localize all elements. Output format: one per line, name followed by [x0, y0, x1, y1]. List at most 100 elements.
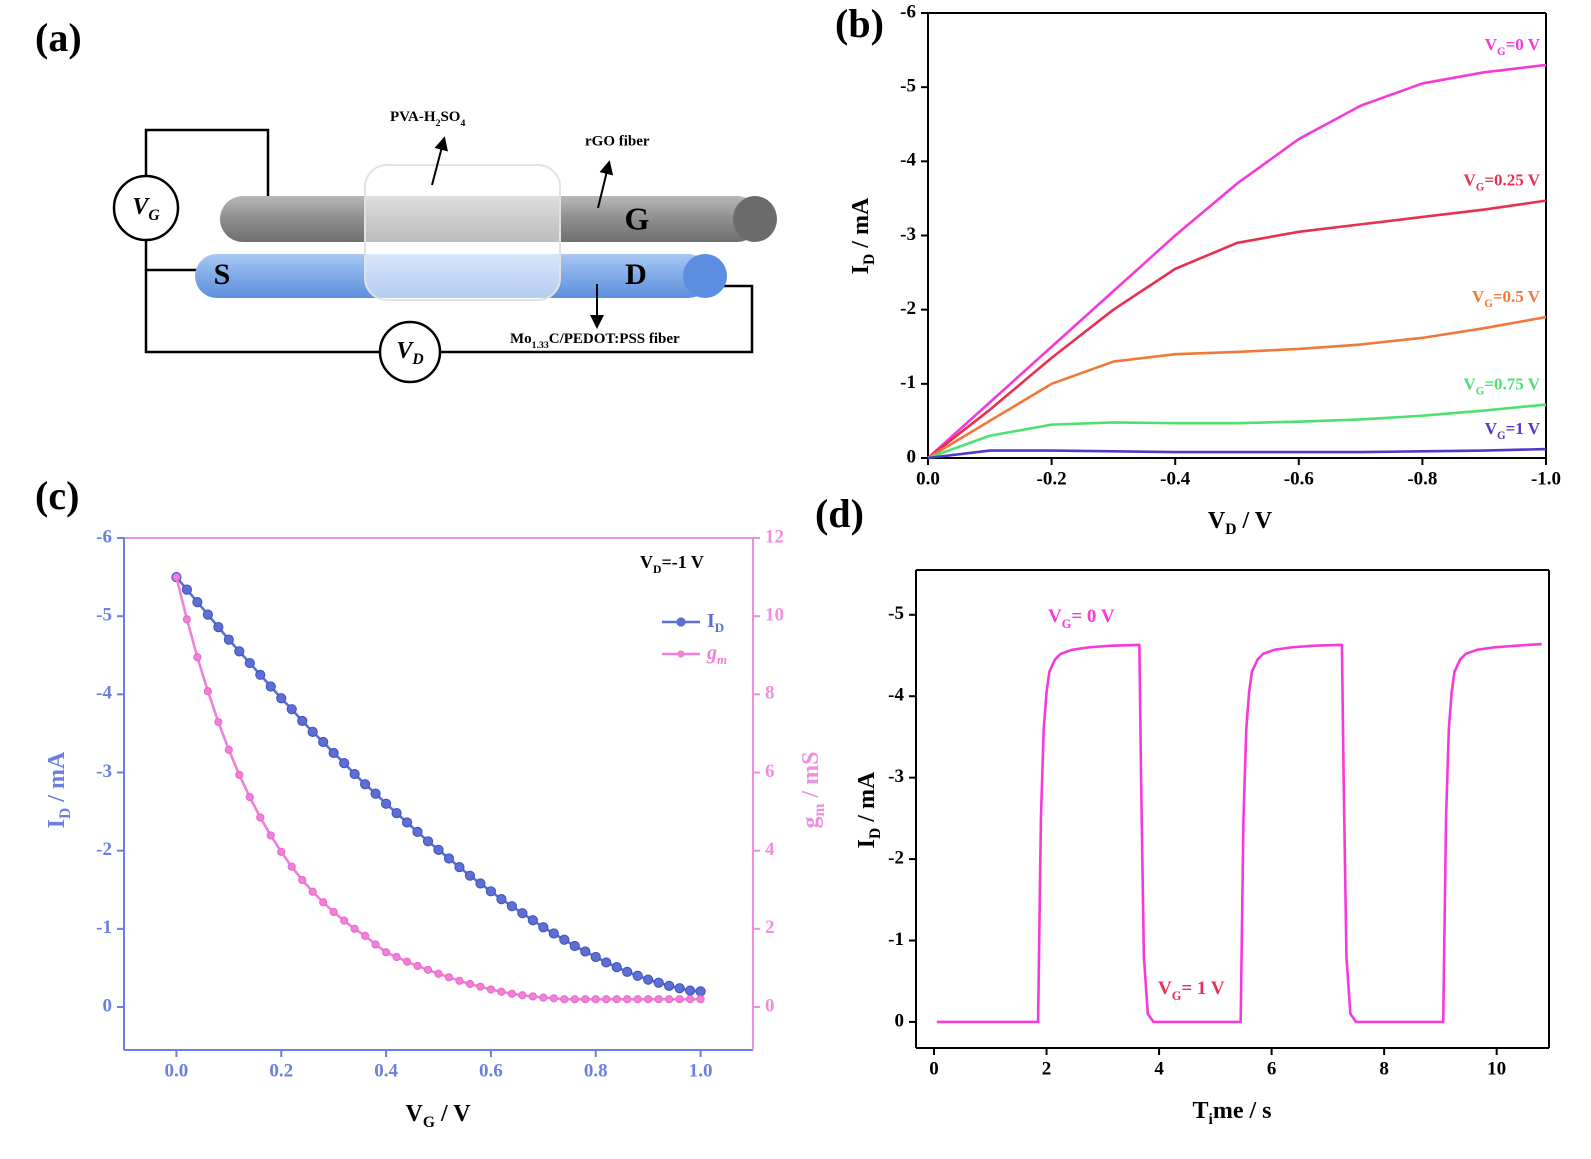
y-tick-label: -2 [900, 298, 916, 319]
y-axis-label: ID / mA [44, 751, 75, 828]
data-point [570, 995, 579, 1004]
data-point [224, 745, 233, 754]
y-tick-label: -4 [900, 150, 916, 171]
y2-tick-label: 6 [765, 761, 775, 782]
y-tick-label: -2 [888, 847, 904, 868]
y-tick-label: -5 [900, 76, 916, 97]
series-label: VG=0.75 V [1463, 375, 1540, 398]
data-point [675, 995, 684, 1004]
data-point [234, 646, 245, 657]
y-tick-label: -4 [888, 685, 904, 706]
data-point [422, 836, 434, 847]
data-point [622, 966, 633, 977]
data-point [434, 969, 443, 978]
y-tick-label: -4 [96, 683, 112, 704]
data-point [560, 995, 569, 1004]
annotation: VG= 1 V [1158, 978, 1225, 1002]
data-point [517, 908, 528, 919]
wire [144, 128, 270, 206]
y2-tick-label: 4 [765, 839, 775, 860]
y2-tick-label: 0 [765, 995, 775, 1016]
legend-marker [676, 617, 686, 627]
data-point [685, 985, 696, 996]
data-point [674, 983, 685, 994]
y2-tick-label: 2 [765, 917, 775, 938]
electrode-label: S [214, 258, 231, 291]
data-point [602, 995, 611, 1004]
data-point [256, 813, 265, 822]
series-line [927, 63, 1547, 459]
data-point [665, 995, 674, 1004]
data-point [277, 847, 286, 856]
y-tick-label: -5 [96, 605, 112, 626]
y-tick-label: -6 [900, 1, 916, 22]
x-tick-label: 0.2 [269, 1060, 293, 1081]
legend-marker [677, 650, 685, 658]
series-line [927, 447, 1547, 460]
data-point [214, 717, 223, 727]
y2-tick-label: 8 [765, 683, 775, 704]
data-point [223, 634, 234, 645]
data-point [485, 886, 497, 897]
data-point [443, 853, 455, 864]
annotation: VD=-1 V [640, 552, 704, 576]
data-point [235, 770, 244, 779]
x-tick-label: 0.6 [479, 1060, 503, 1081]
wire [144, 240, 200, 272]
electrolyte [364, 164, 561, 301]
fiber-end [733, 196, 777, 242]
x-tick-label: 0.0 [916, 468, 940, 489]
y2-tick-label: 12 [765, 526, 784, 547]
data-point [328, 747, 339, 759]
data-point [569, 940, 580, 952]
panel-label: (a) [35, 15, 82, 60]
wire [440, 284, 754, 354]
y-axis-label: ID / mA [854, 771, 885, 848]
data-point [244, 657, 255, 669]
data-point [193, 653, 202, 662]
data-point [245, 793, 254, 802]
data-point [623, 995, 632, 1004]
source-label: VG [132, 194, 160, 225]
series-label: VG=0.25 V [1463, 171, 1540, 194]
data-point [192, 596, 203, 608]
data-point [454, 861, 465, 873]
data-point [506, 901, 517, 912]
series-label: VG=1 V [1485, 419, 1541, 442]
y-tick-label: -3 [888, 766, 904, 787]
electrode-label: D [625, 258, 647, 291]
data-point [297, 715, 308, 727]
data-point [528, 992, 537, 1001]
x-tick-label: -0.2 [1037, 468, 1067, 489]
y-tick-label: 0 [895, 1010, 905, 1031]
data-point [360, 779, 371, 790]
series-line [927, 403, 1547, 460]
x-tick-label: 0.8 [584, 1060, 608, 1081]
gate-source [112, 174, 180, 242]
data-point [686, 995, 695, 1004]
fiber-label: rGO fiber [585, 133, 650, 149]
data-point [329, 907, 338, 917]
source-label: VD [396, 338, 423, 369]
data-point [696, 995, 705, 1004]
data-point [549, 994, 558, 1003]
data-point [361, 931, 370, 940]
panel-label: (b) [835, 1, 884, 46]
data-point [307, 726, 318, 737]
data-point [548, 928, 559, 939]
data-point [527, 915, 538, 926]
y-tick-label: 0 [907, 446, 917, 467]
data-point [518, 991, 527, 1000]
data-point [339, 758, 350, 769]
series-line [927, 315, 1547, 460]
data-point [644, 995, 653, 1004]
panel-label: (d) [815, 491, 864, 536]
data-point [287, 862, 296, 871]
legend-label: ID [707, 610, 724, 636]
data-point [444, 973, 454, 982]
x-tick-label: 10 [1487, 1058, 1506, 1079]
y-tick-label: -1 [900, 372, 916, 393]
data-point [423, 965, 433, 974]
data-point [695, 986, 706, 997]
